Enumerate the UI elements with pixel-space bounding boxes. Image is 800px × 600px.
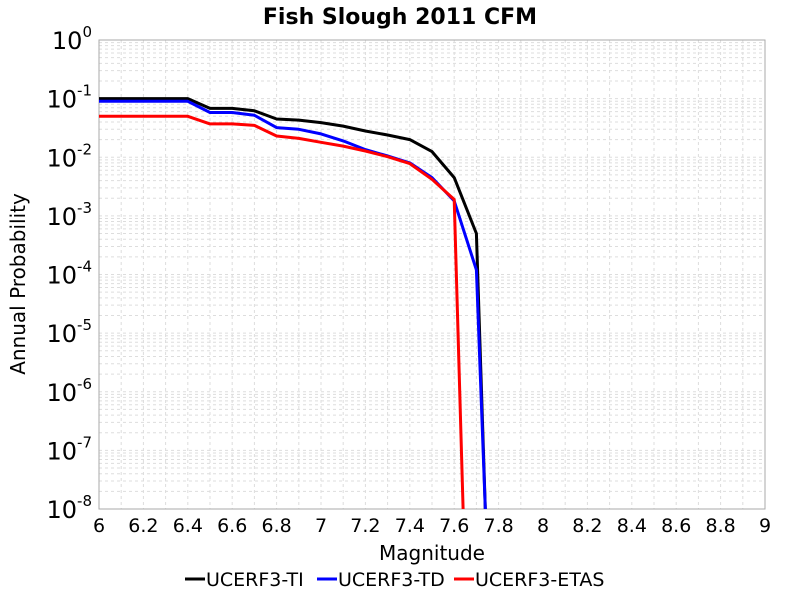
series-group: [99, 97, 487, 510]
chart-title: Fish Slough 2011 CFM: [263, 5, 537, 30]
y-tick-label: 10-5: [46, 316, 92, 348]
plot-area: [98, 39, 766, 510]
y-tick-label: 10-1: [46, 82, 92, 114]
y-axis-ticks: 100 10-1 10-2 10-3 10-4 10-5 10-6 10-7 10-8: [46, 23, 92, 524]
y-tick-label: 10-6: [46, 375, 92, 407]
y-axis-label: Annual Probability: [6, 193, 30, 375]
legend-label: UCERF3-TI: [206, 569, 304, 591]
grid: [98, 40, 766, 510]
y-tick-label: 10-3: [46, 199, 92, 231]
legend: UCERF3-TI UCERF3-TD UCERF3-ETAS: [185, 569, 604, 591]
y-tick-label: 10-4: [46, 258, 92, 290]
x-tick-label: 8.8: [705, 515, 735, 537]
legend-label: UCERF3-TD: [338, 569, 445, 591]
x-tick-label: 8.2: [572, 515, 602, 537]
x-tick-label: 7.8: [483, 515, 513, 537]
x-tick-label: 6.6: [217, 515, 247, 537]
x-tick-label: 8.6: [661, 515, 691, 537]
x-tick-label: 7.2: [350, 515, 380, 537]
y-tick-label: 10-8: [46, 492, 92, 524]
series-line-ucerf3-etas: [99, 114, 465, 510]
y-tick-label: 10-7: [46, 433, 92, 465]
legend-label: UCERF3-ETAS: [475, 569, 604, 591]
series-line-ucerf3-ti: [99, 97, 487, 510]
x-axis-ticks: 6 6.2 6.4 6.6 6.8 7 7.2 7.4 7.6 7.8 8 8.2 8.4 8.6 8.8 9: [93, 515, 771, 537]
x-tick-label: 8: [537, 515, 549, 537]
x-tick-label: 6.2: [128, 515, 158, 537]
x-tick-label: 8.4: [617, 515, 647, 537]
x-tick-label: 6.8: [261, 515, 291, 537]
x-tick-label: 6.4: [173, 515, 203, 537]
x-tick-label: 6: [93, 515, 105, 537]
y-tick-label: 100: [52, 23, 92, 55]
x-tick-label: 9: [759, 515, 771, 537]
x-tick-label: 7.6: [439, 515, 469, 537]
y-tick-label: 10-2: [46, 140, 92, 172]
x-tick-label: 7.4: [395, 515, 425, 537]
x-axis-label: Magnitude: [379, 541, 485, 565]
x-tick-label: 7: [315, 515, 327, 537]
